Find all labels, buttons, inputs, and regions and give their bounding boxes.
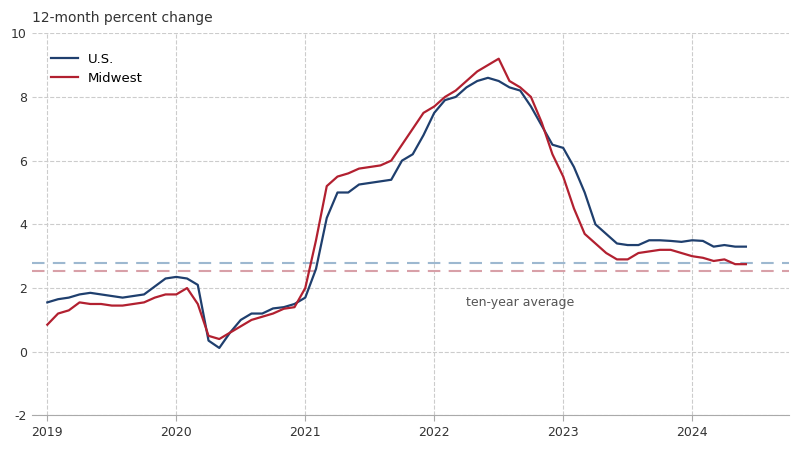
Midwest	[354, 166, 364, 171]
Midwest	[42, 322, 52, 328]
Legend: U.S., Midwest: U.S., Midwest	[46, 47, 148, 90]
U.S.	[365, 180, 374, 186]
Text: 12-month percent change: 12-month percent change	[32, 11, 213, 25]
Midwest	[365, 164, 374, 170]
Midwest	[612, 256, 622, 262]
U.S.	[214, 345, 224, 351]
Line: U.S.: U.S.	[47, 78, 746, 348]
Midwest	[494, 56, 503, 61]
Midwest	[226, 330, 235, 335]
Midwest	[96, 302, 106, 307]
Text: ten-year average: ten-year average	[466, 296, 574, 309]
Midwest	[214, 336, 224, 342]
Midwest	[741, 261, 750, 267]
U.S.	[226, 330, 235, 335]
U.S.	[612, 241, 622, 246]
U.S.	[42, 300, 52, 305]
U.S.	[483, 75, 493, 81]
U.S.	[354, 182, 364, 187]
Line: Midwest: Midwest	[47, 58, 746, 339]
Midwest	[268, 311, 278, 316]
U.S.	[741, 244, 750, 249]
U.S.	[268, 306, 278, 311]
U.S.	[96, 292, 106, 297]
